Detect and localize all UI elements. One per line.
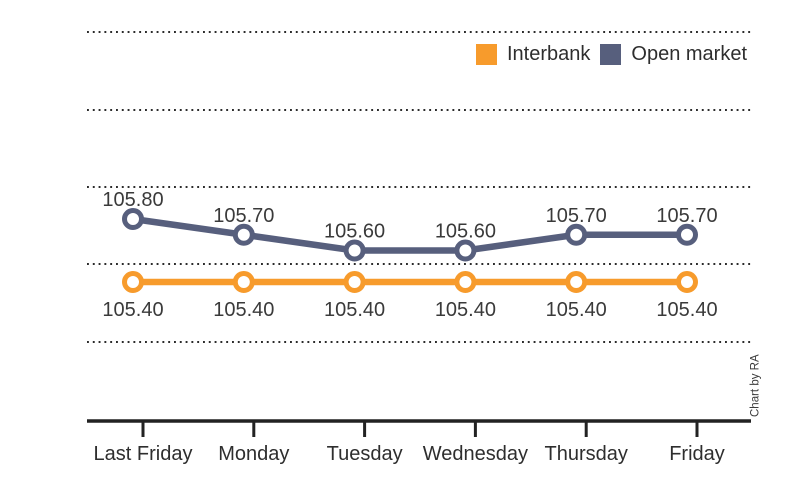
data-point-marker-interbank-wednesday (454, 271, 477, 293)
data-label-open-market-thursday: 105.70 (546, 205, 607, 227)
data-point-marker-interbank-monday (232, 271, 255, 293)
x-axis-label-wednesday: Wednesday (423, 443, 528, 465)
data-label-interbank-monday: 105.40 (213, 299, 274, 321)
data-label-open-market-tuesday: 105.60 (324, 221, 385, 243)
data-point-marker-interbank-thursday (565, 271, 588, 293)
x-axis-label-monday: Monday (218, 443, 289, 465)
data-label-open-market-wednesday: 105.60 (435, 221, 496, 243)
x-axis-label-friday: Friday (669, 443, 725, 465)
data-label-interbank-tuesday: 105.40 (324, 299, 385, 321)
series-line-open-market (129, 215, 691, 254)
x-axis-label-last-friday: Last Friday (94, 443, 193, 465)
data-point-marker-interbank-friday (676, 271, 698, 293)
data-label-interbank-wednesday: 105.40 (435, 299, 496, 321)
data-point-marker-open-market-tuesday (343, 239, 366, 262)
interbank-legend-label: Interbank (507, 43, 591, 65)
open-market-legend-label: Open market (631, 43, 747, 65)
data-point-marker-open-market-wednesday (454, 239, 477, 262)
data-label-open-market-last-friday: 105.80 (102, 189, 163, 211)
data-label-interbank-friday: 105.40 (656, 299, 717, 321)
data-point-marker-interbank-tuesday (343, 271, 366, 293)
chart-credit: Chart by RA (749, 354, 762, 417)
data-label-open-market-friday: 105.70 (656, 205, 717, 227)
data-label-interbank-last-friday: 105.40 (102, 299, 163, 321)
data-point-marker-open-market-last-friday (122, 208, 144, 230)
x-axis-label-thursday: Thursday (545, 443, 628, 465)
data-point-marker-open-market-thursday (565, 223, 588, 246)
open-market-legend-swatch (600, 44, 622, 65)
data-point-marker-open-market-friday (676, 223, 698, 246)
data-label-open-market-monday: 105.70 (213, 205, 274, 227)
data-point-marker-open-market-monday (232, 223, 255, 246)
interbank-legend-swatch (476, 44, 497, 65)
data-label-interbank-thursday: 105.40 (546, 299, 607, 321)
data-point-marker-interbank-last-friday (122, 271, 144, 293)
legend: Interbank Open market (476, 43, 747, 66)
x-axis-label-tuesday: Tuesday (327, 443, 403, 465)
